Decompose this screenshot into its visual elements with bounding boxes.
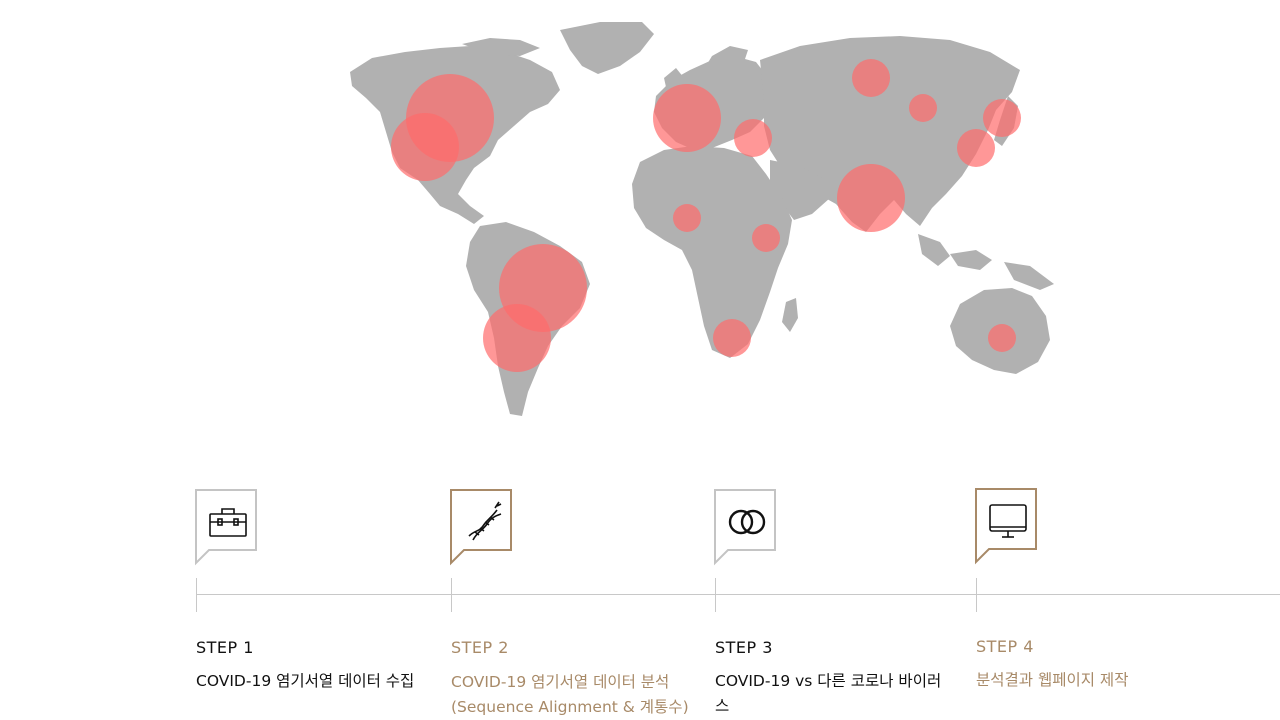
timeline-tick — [196, 578, 197, 612]
land-madagascar — [782, 298, 798, 332]
overlapping-circles-icon — [728, 509, 766, 535]
land-arctic-islands — [462, 38, 540, 56]
hotspot-india — [837, 164, 905, 232]
hotspot-east-africa — [752, 224, 780, 252]
step-1-description: COVID-19 염기서열 데이터 수집 — [196, 669, 446, 694]
step-3-description: COVID-19 vs 다른 코로나 바이러 스 — [715, 669, 965, 719]
step-2-icon-box — [450, 489, 512, 566]
timeline-tick — [715, 578, 716, 612]
step-2-desc-line: COVID-19 염기서열 데이터 분석 — [451, 673, 670, 691]
hotspots — [391, 59, 1021, 372]
land-new-guinea — [1004, 262, 1054, 290]
monitor-icon — [989, 504, 1027, 538]
land-sea-islands — [918, 234, 950, 266]
toolbox-icon — [209, 508, 247, 537]
hotspot-korea — [957, 129, 995, 167]
step-2-desc-line: (Sequence Alignment & 계통수) — [451, 698, 689, 716]
hotspot-west-africa — [673, 204, 701, 232]
step-4-label: STEP 4 — [976, 637, 1034, 656]
step-1-desc-line: COVID-19 염기서열 데이터 수집 — [196, 672, 415, 690]
hotspot-australia — [988, 324, 1016, 352]
step-3-icon-box — [714, 489, 776, 566]
land-africa — [632, 146, 792, 358]
step-2-description: COVID-19 염기서열 데이터 분석 (Sequence Alignment… — [451, 670, 701, 720]
step-1-label: STEP 1 — [196, 638, 254, 657]
step-1-icon-box — [195, 489, 257, 566]
hotspot-argentina — [483, 304, 551, 372]
hotspot-turkey — [734, 119, 772, 157]
land-scandinavia — [700, 46, 748, 86]
hotspot-japan — [983, 99, 1021, 137]
land-indonesia — [950, 250, 992, 270]
timeline-tick — [451, 578, 452, 612]
step-3-label: STEP 3 — [715, 638, 773, 657]
hotspot-russia — [852, 59, 890, 97]
world-map — [350, 22, 1054, 416]
step-4-icon-box — [975, 488, 1037, 565]
hotspot-europe — [653, 84, 721, 152]
step-3-desc-line: COVID-19 vs 다른 코로나 바이러 — [715, 672, 942, 690]
hotspot-south-africa — [713, 319, 751, 357]
step-2-label: STEP 2 — [451, 638, 509, 657]
step-4-description: 분석결과 웹페이지 제작 — [976, 668, 1226, 693]
land-greenland — [560, 22, 654, 74]
step-4-desc-line: 분석결과 웹페이지 제작 — [976, 671, 1129, 689]
hotspot-usa-south — [391, 113, 459, 181]
hotspot-mongolia — [909, 94, 937, 122]
timeline-tick — [976, 578, 977, 612]
dna-icon — [468, 501, 502, 541]
step-3-desc-line: 스 — [715, 697, 730, 715]
timeline-line — [196, 594, 1280, 595]
